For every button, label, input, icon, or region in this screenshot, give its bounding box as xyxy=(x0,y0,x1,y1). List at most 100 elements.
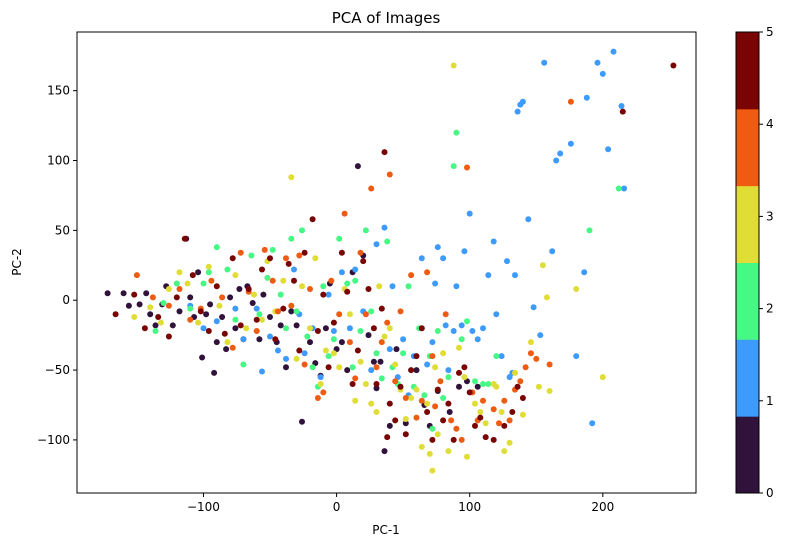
data-point-class-5 xyxy=(296,347,303,354)
data-point-class-4 xyxy=(187,316,194,323)
data-point-class-3 xyxy=(512,369,518,376)
data-point-class-3 xyxy=(493,383,500,390)
y-axis-label: PC-2 xyxy=(10,248,24,276)
data-point-class-4 xyxy=(408,272,415,279)
data-point-class-1 xyxy=(512,272,518,279)
data-point-class-4 xyxy=(165,302,172,309)
data-point-class-5 xyxy=(213,283,220,290)
data-point-class-2 xyxy=(357,328,364,334)
data-point-class-3 xyxy=(464,453,470,460)
data-point-class-2 xyxy=(240,361,247,368)
data-point-class-4 xyxy=(480,397,486,404)
data-point-class-4 xyxy=(506,417,513,424)
data-point-class-3 xyxy=(498,409,505,415)
data-point-class-1 xyxy=(599,70,606,77)
data-point-class-0 xyxy=(203,311,210,318)
data-point-class-5 xyxy=(670,62,677,69)
data-point-class-5 xyxy=(229,255,236,262)
data-point-class-3 xyxy=(322,347,329,354)
data-point-class-0 xyxy=(299,418,305,425)
data-point-class-0 xyxy=(104,290,111,297)
data-point-class-1 xyxy=(605,146,612,153)
data-point-class-0 xyxy=(402,420,409,427)
data-point-class-5 xyxy=(482,434,489,441)
data-point-class-3 xyxy=(573,286,580,292)
data-point-class-1 xyxy=(553,157,560,164)
data-point-class-1 xyxy=(498,353,505,360)
data-point-class-0 xyxy=(474,383,481,390)
data-point-class-5 xyxy=(285,260,292,267)
data-point-class-5 xyxy=(392,417,399,424)
data-point-class-0 xyxy=(143,290,150,297)
data-point-class-2 xyxy=(232,316,239,323)
data-point-class-1 xyxy=(432,280,439,287)
data-point-class-2 xyxy=(384,238,391,245)
data-point-class-4 xyxy=(392,378,399,385)
scatter-points xyxy=(104,48,677,474)
data-point-class-1 xyxy=(525,216,532,223)
data-point-class-0 xyxy=(232,325,239,332)
data-point-class-3 xyxy=(386,325,393,332)
data-point-class-2 xyxy=(277,291,284,298)
data-point-class-0 xyxy=(223,346,230,353)
data-point-class-2 xyxy=(330,336,337,343)
data-point-class-5 xyxy=(490,436,497,443)
data-point-class-0 xyxy=(199,354,206,361)
data-point-class-5 xyxy=(197,308,204,315)
data-point-class-3 xyxy=(147,304,154,311)
data-point-class-1 xyxy=(485,272,492,279)
data-point-class-3 xyxy=(176,269,183,276)
data-point-class-3 xyxy=(336,364,343,371)
data-point-class-5 xyxy=(418,325,425,332)
data-point-class-0 xyxy=(344,367,351,374)
data-point-class-1 xyxy=(610,48,617,55)
data-point-class-4 xyxy=(413,414,420,421)
data-point-class-1 xyxy=(381,224,388,231)
data-point-class-1 xyxy=(445,367,452,374)
data-point-class-5 xyxy=(131,291,138,298)
data-point-class-1 xyxy=(583,94,590,101)
data-point-class-3 xyxy=(527,339,534,346)
data-point-class-0 xyxy=(413,367,420,374)
data-point-class-4 xyxy=(307,286,313,292)
data-point-class-1 xyxy=(291,266,297,273)
data-point-class-4 xyxy=(424,269,431,276)
data-point-class-2 xyxy=(336,235,343,242)
data-point-class-0 xyxy=(386,422,393,429)
data-point-class-1 xyxy=(480,325,486,332)
data-point-class-1 xyxy=(317,374,324,381)
data-point-class-5 xyxy=(450,436,457,443)
data-point-class-1 xyxy=(549,248,556,255)
data-point-class-4 xyxy=(253,328,260,334)
data-point-class-1 xyxy=(557,150,564,157)
data-point-class-3 xyxy=(506,439,513,446)
data-point-class-5 xyxy=(619,108,626,115)
data-point-class-4 xyxy=(546,361,553,368)
data-point-class-1 xyxy=(200,325,207,332)
data-point-class-5 xyxy=(472,422,478,429)
data-point-class-1 xyxy=(267,333,273,340)
data-point-class-2 xyxy=(269,246,276,253)
data-point-class-4 xyxy=(527,350,534,357)
data-point-class-2 xyxy=(615,185,622,192)
data-point-class-3 xyxy=(408,395,415,401)
colorbar-segment-0 xyxy=(736,416,759,494)
data-point-class-4 xyxy=(437,378,444,385)
data-point-class-5 xyxy=(402,431,409,438)
data-point-class-2 xyxy=(373,350,380,357)
data-point-class-4 xyxy=(237,249,244,256)
data-point-class-3 xyxy=(543,294,550,301)
data-point-class-5 xyxy=(259,266,265,273)
data-point-class-5 xyxy=(370,325,377,332)
data-point-class-1 xyxy=(541,59,548,66)
y-tick-label: −50 xyxy=(45,363,70,377)
data-point-class-4 xyxy=(386,171,393,178)
data-point-class-5 xyxy=(445,400,452,407)
data-point-class-3 xyxy=(346,311,353,318)
colorbar-segment-4 xyxy=(736,108,759,187)
data-point-class-1 xyxy=(469,328,476,334)
data-point-class-1 xyxy=(418,255,425,262)
data-point-class-3 xyxy=(445,448,452,455)
data-point-class-2 xyxy=(304,333,311,340)
